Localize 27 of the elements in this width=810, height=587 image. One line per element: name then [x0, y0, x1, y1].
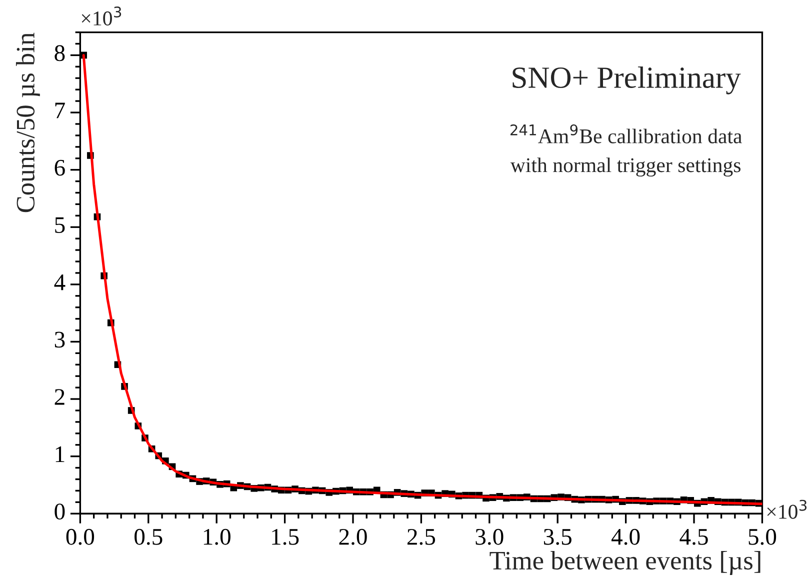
y-tick-label: 7: [55, 102, 65, 118]
x-tick-label: 0.5: [134, 528, 162, 545]
annotation: with normal trigger settings: [510, 158, 740, 177]
y-tick-label: 2: [54, 389, 64, 405]
x-tick-label: 3.5: [544, 528, 572, 545]
x-axis-title: Time between events [µs]: [490, 551, 760, 575]
x-tick-label: 4.0: [612, 528, 640, 545]
x-tick-label: 1.0: [204, 528, 230, 545]
x-tick-label: 3.0: [476, 528, 504, 545]
y-tick-label: 6: [54, 160, 65, 176]
y-tick-label: 5: [55, 217, 65, 234]
x-tick-label: 2.0: [339, 528, 367, 545]
annotation: $^{241}$Am$^{9}$Be callibration data: [510, 124, 742, 144]
x-tick-label: 4.5: [680, 529, 708, 545]
x-tick-label: 1.5: [272, 529, 299, 545]
x-tick-label: 0.0: [66, 528, 94, 545]
y-tick-label: 4: [54, 274, 66, 290]
y-tick-label: 3: [54, 332, 65, 348]
x-tick-label: 2.5: [407, 528, 436, 545]
x-tick-label: 5.0: [748, 528, 776, 545]
y-tick-label: 8: [54, 45, 65, 62]
y-tick-label: 1: [56, 446, 64, 462]
y-axis-title: Counts/50 µs bin: [16, 32, 40, 212]
y-tick-label: 0: [54, 504, 65, 520]
text: ×10$^{3}$: [82, 6, 122, 26]
text: ×10$^{3}$: [767, 500, 807, 519]
annotation: SNO+ Preliminary: [512, 66, 741, 94]
